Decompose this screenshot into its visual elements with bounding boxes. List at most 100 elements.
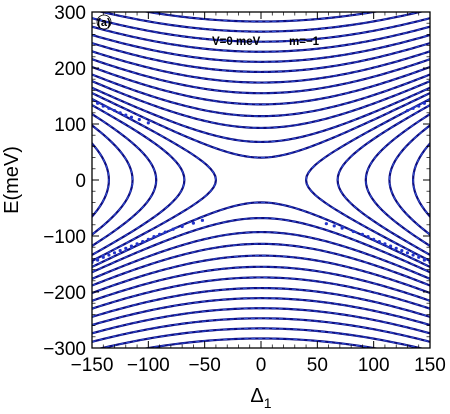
- panel-label: (a): [97, 17, 111, 29]
- scatter-point-44: [351, 229, 355, 234]
- upper-curve-dashed-3: [92, 74, 430, 117]
- y-tick-label-4: 100: [54, 115, 86, 136]
- scatter-layer: [92, 101, 430, 264]
- right-curve-dashed-4: [412, 142, 430, 218]
- scatter-point-20: [129, 244, 134, 248]
- scatter-point-6: [129, 115, 134, 119]
- scatter-point-15: [101, 255, 105, 259]
- upper-curve-dashed-6: [92, 50, 430, 84]
- scatter-point-11: [411, 106, 415, 110]
- scatter-point-43: [360, 232, 364, 236]
- scatter-point-1: [101, 104, 105, 108]
- scatter-point-12: [405, 108, 410, 113]
- lower-curve-dashed-10: [92, 317, 430, 343]
- scatter-point-10: [417, 104, 421, 108]
- scatter-point-8: [146, 121, 150, 125]
- y-tick-label-0: −300: [43, 339, 86, 360]
- upper-curve-dashed-7: [92, 42, 430, 73]
- scatter-point-29: [191, 221, 195, 225]
- scatter-point-9: [422, 101, 426, 105]
- lower-curve-dashed-12: [146, 338, 376, 348]
- scatter-point-3: [112, 108, 117, 113]
- upper-curve-dashed-5: [92, 58, 430, 94]
- scatter-point-45: [340, 226, 344, 230]
- x-tick-label-4: 50: [307, 355, 328, 376]
- scatter-point-27: [171, 227, 175, 231]
- scatter-point-22: [141, 240, 145, 244]
- y-tick-label-5: 200: [54, 59, 86, 80]
- lower-curve-dashed-9: [92, 307, 430, 334]
- lower-curve-dashed-11: [100, 327, 422, 348]
- upper-curve-dashed-1: [92, 87, 430, 143]
- scatter-point-32: [422, 258, 426, 262]
- scatter-point-33: [417, 255, 421, 259]
- right-curve-2: [364, 112, 430, 248]
- scatter-point-37: [394, 246, 398, 250]
- x-tick-label-0: −150: [71, 355, 114, 376]
- left-curve-2: [92, 112, 158, 248]
- upper-curve-dashed-0: [92, 92, 430, 159]
- x-axis-label-subscript: 1: [264, 395, 272, 411]
- upper-curve-dashed-10: [92, 17, 430, 43]
- tick-labels-layer: −150 −100 −50 0 50 100 150 −300 −200 −100 0 100 200 3…: [43, 3, 446, 376]
- scatter-point-40: [377, 240, 381, 244]
- lower-curve-dashed-2: [92, 231, 430, 280]
- lower-curve-dashed-5: [92, 266, 430, 302]
- left-curve-3: [92, 124, 134, 236]
- scatter-point-17: [112, 251, 117, 255]
- x-axis-label-main: Δ: [250, 385, 263, 407]
- scatter-point-2: [107, 106, 111, 110]
- scatter-point-19: [124, 246, 128, 250]
- lower-curve-dashed-4: [92, 255, 430, 294]
- upper-curve-dashed-4: [92, 66, 430, 105]
- x-tick-label-5: 100: [358, 355, 390, 376]
- x-tick-label-1: −100: [127, 355, 170, 376]
- scatter-point-7: [137, 117, 141, 122]
- x-tick-label-3: 0: [256, 355, 267, 376]
- upper-curve-dashed-12: [146, 12, 376, 22]
- lower-curve-dashed-7: [92, 287, 430, 318]
- upper-curve-dashed-11: [100, 12, 422, 33]
- right-curve-dashed-0: [305, 98, 430, 262]
- upper-curve-dashed-9: [92, 26, 430, 53]
- ticks-layer: [91, 11, 431, 349]
- scatter-point-30: [200, 218, 205, 222]
- left-curve-dashed-0: [92, 98, 217, 262]
- lower-curve-dashed-1: [92, 217, 430, 273]
- scatter-point-39: [383, 242, 387, 246]
- scatter-point-38: [388, 244, 393, 248]
- y-tick-label-6: 300: [54, 3, 86, 24]
- scatter-point-0: [96, 101, 100, 105]
- lower-curve-dashed-6: [92, 276, 430, 310]
- scatter-point-47: [324, 222, 328, 226]
- annotation-voltage: V=0 meV: [212, 36, 261, 48]
- scatter-point-42: [366, 234, 370, 239]
- x-tick-label-2: −50: [189, 355, 221, 376]
- left-curve-dashed-1: [92, 104, 185, 256]
- scatter-point-5: [124, 113, 128, 117]
- scatter-point-36: [400, 248, 404, 253]
- lower-curve-dashed-3: [92, 243, 430, 286]
- scatter-point-41: [372, 237, 376, 241]
- scatter-point-34: [411, 253, 415, 257]
- y-tick-label-2: −100: [43, 227, 86, 248]
- upper-curve-dashed-8: [92, 34, 430, 63]
- upper-curve-dashed-2: [92, 80, 430, 129]
- y-axis-label: E(meV): [1, 146, 23, 214]
- right-curve-dashed-1: [337, 104, 430, 256]
- scatter-point-46: [332, 224, 336, 228]
- scatter-point-26: [163, 230, 167, 234]
- x-axis-label: Δ1: [250, 385, 271, 411]
- scatter-point-18: [118, 248, 122, 253]
- scatter-point-14: [96, 258, 100, 262]
- panel-label-circle: [96, 14, 112, 30]
- scatter-point-4: [118, 111, 122, 115]
- scatter-point-28: [180, 224, 184, 229]
- y-tick-label-1: −200: [43, 283, 86, 304]
- annotation-m: m=−1: [289, 36, 320, 48]
- right-curve-3: [388, 124, 430, 236]
- x-tick-label-6: 150: [414, 355, 446, 376]
